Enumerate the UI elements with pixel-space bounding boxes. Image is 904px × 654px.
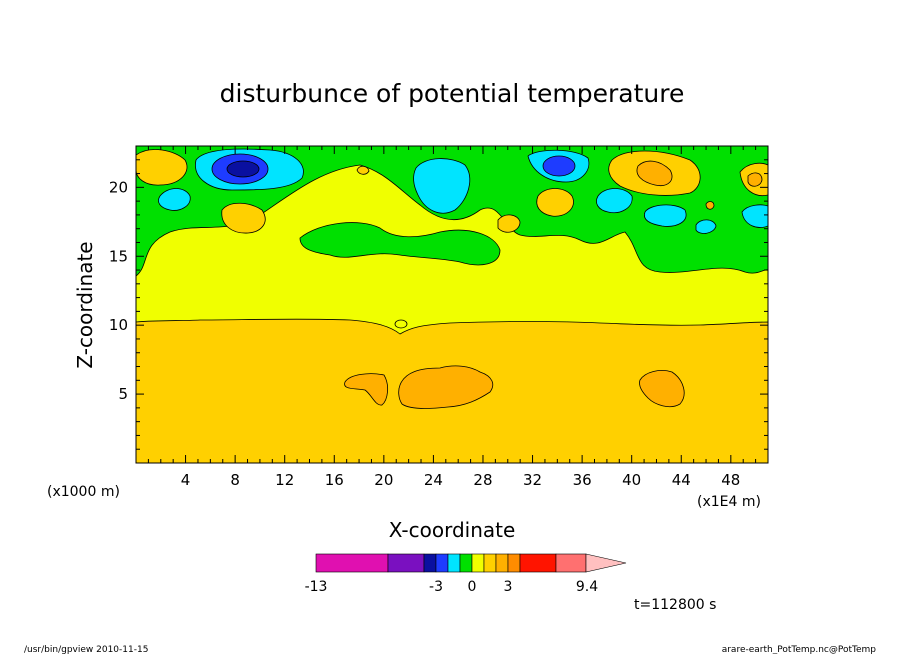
colorbar-label: 3 <box>504 579 513 595</box>
x-tick-label: 8 <box>230 471 240 489</box>
x-unit-left: (x1000 m) <box>47 484 120 500</box>
x-tick-label: 24 <box>424 471 443 489</box>
region-cell-o1 <box>636 160 673 187</box>
x-tick-label: 40 <box>622 471 641 489</box>
footer-left: /usr/bin/gpview 2010-11-15 <box>24 645 148 654</box>
footer-right: arare-earth_PotTemp.nc@PotTemp <box>722 645 877 654</box>
region-cell-y7 <box>356 165 370 175</box>
colorbar-bin <box>495 553 509 573</box>
region-cell-y1 <box>136 149 188 186</box>
x-unit-right: (x1E4 m) <box>697 494 761 510</box>
y-tick-label: 5 <box>118 385 128 403</box>
x-tick-label: 4 <box>181 471 191 489</box>
x-tick-label: 12 <box>275 471 294 489</box>
region-blob-center <box>398 365 494 409</box>
x-tick-label: 32 <box>523 471 542 489</box>
colorbar-bin <box>459 553 473 573</box>
colorbar-label: -3 <box>429 579 443 595</box>
colorbar-label: 9.4 <box>576 579 598 595</box>
colorbar-bin <box>435 553 449 573</box>
colorbar-bin <box>519 553 557 573</box>
region-notch <box>299 222 501 266</box>
colorbar-bin <box>315 553 389 573</box>
region-cell-y3 <box>536 188 574 217</box>
x-tick-label: 48 <box>721 471 740 489</box>
chart-title: disturbunce of potential temperature <box>220 79 685 108</box>
y-tick-label: 10 <box>109 316 128 334</box>
colorbar-bin <box>555 553 587 573</box>
colorbar-arrow <box>585 553 627 573</box>
plot-frame <box>135 145 769 464</box>
x-tick-label: 16 <box>325 471 344 489</box>
colorbar-bin <box>471 553 485 573</box>
region-cell-o3 <box>705 201 715 210</box>
region-blob-right <box>639 370 685 407</box>
colorbar-label: -13 <box>305 579 328 595</box>
y-axis-label: Z-coordinate <box>73 241 97 368</box>
colorbar-label: 0 <box>468 579 477 595</box>
colorbar-bin <box>507 553 521 573</box>
x-axis-label: X-coordinate <box>389 518 516 542</box>
y-tick-label: 15 <box>109 247 128 265</box>
colorbar-bin <box>387 553 425 573</box>
region-cell-o2 <box>747 172 763 187</box>
region-cyan-8 <box>741 204 768 228</box>
region-blob-left <box>344 373 388 406</box>
region-cyan-7 <box>695 219 717 234</box>
colorbar-bin <box>483 553 497 573</box>
colorbar-bin <box>423 553 437 573</box>
region-navy-1 <box>226 160 260 178</box>
region-cyan-6 <box>643 204 687 227</box>
x-tick-label: 28 <box>473 471 492 489</box>
colorbar-bin <box>447 553 461 573</box>
x-tick-label: 20 <box>374 471 393 489</box>
region-cyan-2 <box>158 188 191 211</box>
region-small-ring <box>394 319 408 329</box>
time-label: t=112800 s <box>634 597 716 613</box>
region-cyan-3 <box>413 158 471 214</box>
region-cell-y2 <box>221 202 266 234</box>
x-tick-label: 36 <box>573 471 592 489</box>
x-tick-label: 44 <box>672 471 691 489</box>
colorbar <box>315 553 627 573</box>
region-blue-2 <box>542 155 576 177</box>
y-tick-label: 20 <box>109 178 128 196</box>
region-cell-y6 <box>497 214 521 233</box>
region-cyan-5 <box>596 188 633 214</box>
